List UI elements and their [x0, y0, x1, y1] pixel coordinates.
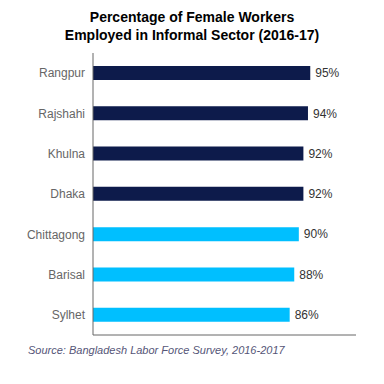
html-text:Source: Bangladesh Labor Force: Source: Bangladesh Labor Force Survey, 2… — [28, 344, 285, 356]
svg-text:Chittagong: Chittagong — [27, 228, 85, 242]
svg-text:95%: 95% — [315, 66, 339, 80]
svg-text:Sylhet: Sylhet — [52, 308, 86, 322]
svg-text:Barisal: Barisal — [48, 268, 85, 282]
html-text:Employed in Informal Sector (2: Employed in Informal Sector (2016-17) — [64, 27, 320, 43]
svg-text:94%: 94% — [313, 107, 337, 121]
svg-text:92%: 92% — [308, 147, 332, 161]
html-text:Percentage of Female Workers: Percentage of Female Workers — [89, 9, 295, 25]
svg-text:90%: 90% — [304, 227, 328, 241]
svg-text:88%: 88% — [299, 268, 323, 282]
svg-text:Rangpur: Rangpur — [39, 66, 85, 80]
svg-text:92%: 92% — [308, 187, 332, 201]
svg-text:Dhaka: Dhaka — [50, 187, 85, 201]
svg-text:86%: 86% — [295, 308, 319, 322]
svg-text:Khulna: Khulna — [48, 147, 86, 161]
svg-text:Rajshahi: Rajshahi — [38, 107, 85, 121]
